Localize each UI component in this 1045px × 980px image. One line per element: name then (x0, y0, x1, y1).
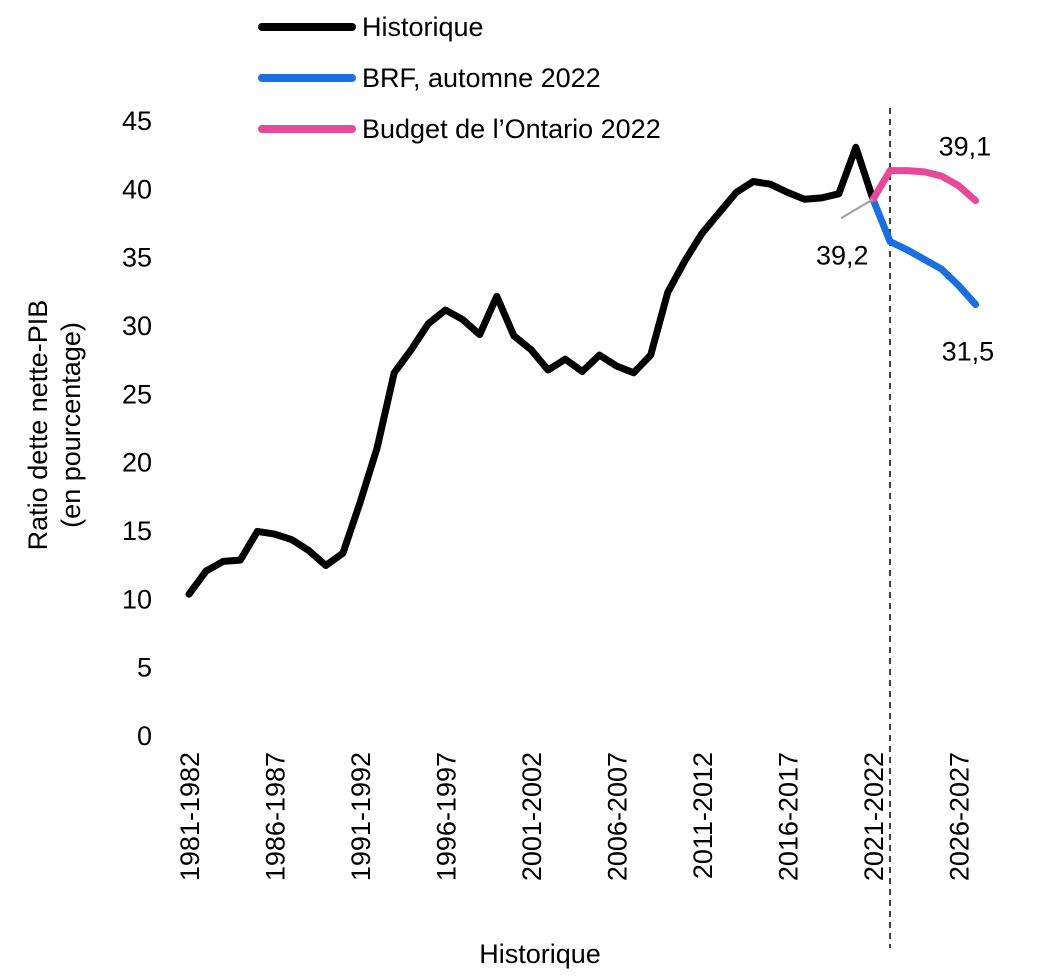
x-tick-label: 2026-2027 (945, 752, 975, 881)
y-tick-label: 35 (122, 243, 152, 273)
series-line-2 (869, 167, 980, 205)
annotation-label: 39,1 (939, 132, 992, 162)
y-tick-label: 20 (122, 448, 152, 478)
data-annotations: 39,2 39,1 31,5 (816, 132, 994, 367)
y-axis-title-line-1: Ratio dette nette-PIB (23, 300, 53, 551)
x-tick-label: 1981-1982 (175, 752, 205, 881)
x-tick-label: 2011-2012 (688, 752, 718, 879)
series-lines (185, 143, 980, 598)
x-tick-label: 2016-2017 (774, 752, 804, 881)
x-tick-label: 1991-1992 (346, 752, 376, 881)
x-tick-label: 2021-2022 (859, 752, 889, 881)
x-tick-label: 2001-2002 (517, 752, 547, 881)
y-axis-title: Ratio dette nette-PIB (en pourcentage) (23, 300, 86, 551)
annotation-label: 39,2 (816, 240, 869, 270)
annotation-label: 31,5 (942, 337, 995, 367)
y-tick-label: 40 (122, 174, 152, 204)
x-tick-label: 1986-1987 (261, 752, 291, 881)
x-tick-label: 2006-2007 (603, 752, 633, 881)
y-tick-label: 30 (122, 311, 152, 341)
y-axis-title-line-2: (en pourcentage) (56, 322, 86, 528)
y-tick-label: 0 (137, 721, 152, 751)
y-tick-label: 10 (122, 584, 152, 614)
legend: Historique BRF, automne 2022 Budget de l… (258, 12, 661, 144)
y-axis-ticks: 0 5 10 15 20 25 30 35 40 45 (122, 106, 152, 751)
x-tick-label: 1996-1997 (432, 752, 462, 881)
x-axis-title: Historique (479, 939, 601, 969)
y-tick-label: 15 (122, 516, 152, 546)
legend-label-brf: BRF, automne 2022 (362, 63, 601, 93)
x-axis-ticks: 1981-1982 1986-1987 1991-1992 1996-1997 2001… (175, 752, 975, 881)
legend-label-budget: Budget de l’Ontario 2022 (362, 114, 661, 144)
series-line-1 (869, 195, 980, 308)
legend-label-historique: Historique (362, 12, 484, 42)
y-tick-label: 45 (122, 106, 152, 136)
y-tick-label: 25 (122, 379, 152, 409)
y-tick-label: 5 (137, 653, 152, 683)
annotation-leader-line (840, 198, 874, 220)
series-line-0 (185, 143, 877, 598)
